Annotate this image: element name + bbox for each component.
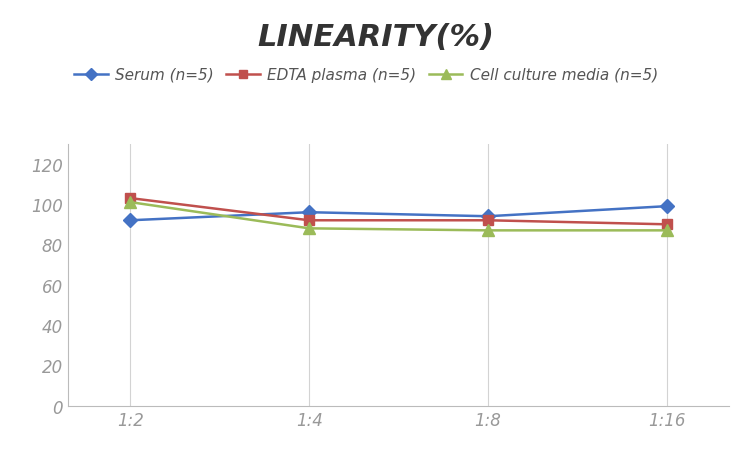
Serum (n=5) <box>663 204 672 209</box>
EDTA plasma (n=5) <box>663 222 672 227</box>
EDTA plasma (n=5) <box>484 218 493 224</box>
Cell culture media (n=5) <box>663 228 672 234</box>
Line: Serum (n=5): Serum (n=5) <box>126 202 672 226</box>
Serum (n=5) <box>126 218 135 224</box>
Cell culture media (n=5) <box>126 200 135 205</box>
EDTA plasma (n=5) <box>126 196 135 201</box>
Line: EDTA plasma (n=5): EDTA plasma (n=5) <box>126 194 672 230</box>
Line: Cell culture media (n=5): Cell culture media (n=5) <box>125 197 672 236</box>
Cell culture media (n=5) <box>305 226 314 231</box>
Serum (n=5) <box>484 214 493 220</box>
EDTA plasma (n=5) <box>305 218 314 224</box>
Text: LINEARITY(%): LINEARITY(%) <box>257 23 495 51</box>
Serum (n=5) <box>305 210 314 216</box>
Cell culture media (n=5) <box>484 228 493 234</box>
Legend: Serum (n=5), EDTA plasma (n=5), Cell culture media (n=5): Serum (n=5), EDTA plasma (n=5), Cell cul… <box>68 62 664 89</box>
